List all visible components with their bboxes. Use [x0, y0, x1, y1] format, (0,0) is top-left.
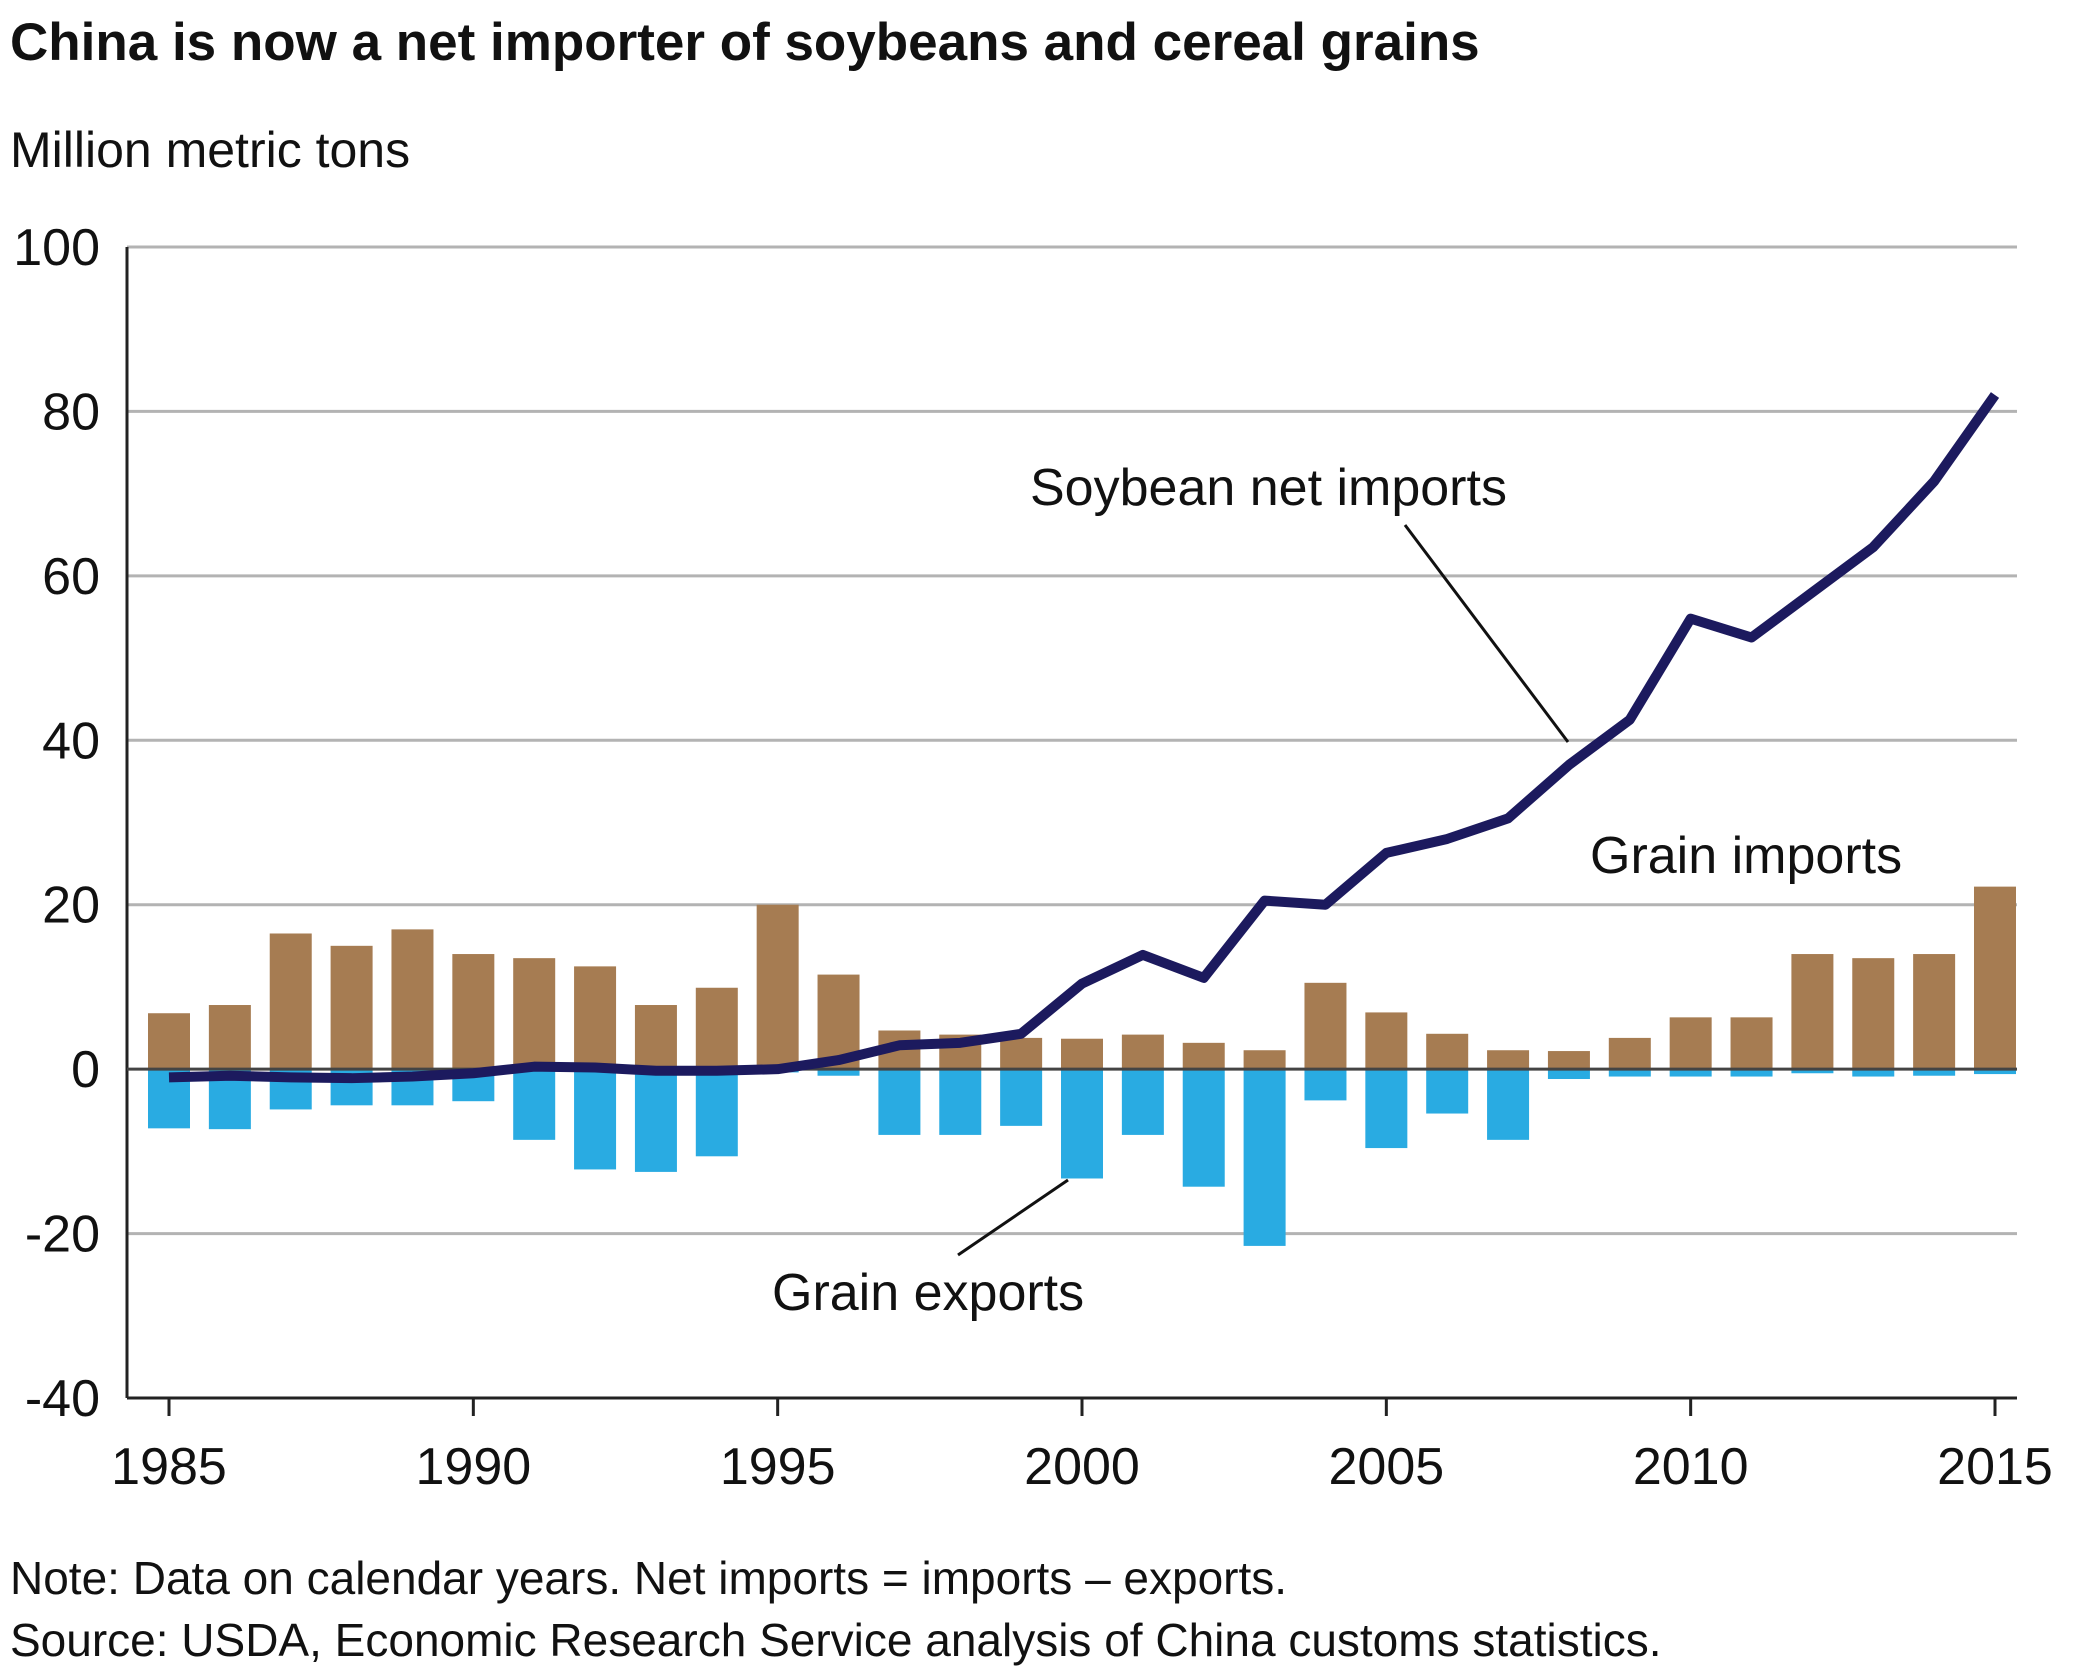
x-tick-label: 2015 [1937, 1438, 2053, 1496]
y-tick-label: 100 [13, 219, 100, 277]
grain-imports-bar [1061, 1038, 1103, 1070]
grain-imports-bar [1913, 954, 1956, 1070]
x-tick-label: 2010 [1633, 1438, 1749, 1496]
grain-imports-bar [634, 1005, 677, 1070]
grain-imports-bar [1182, 1042, 1225, 1070]
grain-exports-bar [1487, 1069, 1530, 1140]
grain-imports-bar [1304, 982, 1347, 1070]
chart-source: Source: USDA, Economic Research Service … [10, 1614, 1662, 1666]
y-axis-unit-label: Million metric tons [10, 122, 411, 178]
grain-exports-leader-line [957, 1178, 1069, 1257]
grain-exports-bar [1426, 1069, 1469, 1114]
bars [148, 886, 2016, 1246]
grain-imports-bar [1243, 1050, 1286, 1070]
grain-exports-bar [513, 1069, 556, 1140]
grain-exports-bar [1974, 1069, 2016, 1075]
grain-exports-bar [1547, 1069, 1590, 1080]
grain-imports-bar [695, 987, 738, 1070]
grain-imports-bar [1730, 1017, 1773, 1070]
grain-imports-bar [574, 966, 617, 1070]
grain-exports-label: Grain exports [772, 1264, 1084, 1322]
grain-exports-bar [817, 1069, 860, 1076]
grain-imports-bar [756, 904, 799, 1070]
grain-exports-bar [1608, 1069, 1651, 1077]
grain-exports-bar [1791, 1069, 1834, 1074]
chart-title: China is now a net importer of soybeans … [10, 13, 1480, 72]
y-tick-label: 40 [42, 712, 100, 770]
grain-exports-bar [695, 1069, 738, 1157]
x-tick-label: 2005 [1328, 1438, 1444, 1496]
grain-exports-bar [574, 1069, 617, 1170]
grain-imports-bar [208, 1005, 251, 1070]
grain-exports-bar [1669, 1069, 1712, 1077]
x-tick-label: 1985 [111, 1438, 227, 1496]
grain-exports-bar [939, 1069, 982, 1135]
grain-imports-bar [391, 929, 434, 1070]
x-tick-label: 2000 [1024, 1438, 1140, 1496]
grain-exports-bar [1730, 1069, 1773, 1077]
grain-imports-bar [1365, 1012, 1408, 1070]
soybean-net-imports-line [168, 392, 2000, 1084]
grain-imports-bar [452, 954, 495, 1070]
grain-imports-bar [1426, 1033, 1469, 1070]
grain-imports-bar [1487, 1050, 1530, 1070]
grain-imports-bar [1608, 1037, 1651, 1070]
soybean-line-layer [168, 392, 2000, 1084]
y-tick-label: -20 [25, 1206, 100, 1264]
grain-imports-bar [148, 1013, 190, 1070]
soybean-leader-line [1403, 524, 1570, 743]
grain-exports-bar [1365, 1069, 1408, 1149]
grain-imports-bar [513, 958, 556, 1070]
grid-lines [127, 245, 2017, 1236]
grain-exports-bar [1852, 1069, 1895, 1077]
grain-imports-bar [1791, 954, 1834, 1070]
grain-exports-bar [1182, 1069, 1225, 1187]
grain-imports-bar [1547, 1051, 1590, 1070]
grain-imports-bar [1974, 886, 2016, 1070]
grain-exports-bar [1000, 1069, 1043, 1126]
soybean-net-imports-label: Soybean net imports [1030, 459, 1507, 517]
y-tick-label: 0 [71, 1041, 100, 1099]
x-tick-label: 1995 [720, 1438, 836, 1496]
grain-exports-bar [1061, 1069, 1103, 1179]
grain-imports-bar [1121, 1034, 1164, 1070]
chart-note: Note: Data on calendar years. Net import… [10, 1552, 1288, 1604]
grain-imports-bar [330, 945, 373, 1070]
grain-imports-label: Grain imports [1590, 827, 1902, 885]
grain-exports-bar [1304, 1069, 1347, 1101]
grain-imports-bar [1000, 1037, 1043, 1070]
x-tick-label: 1990 [415, 1438, 531, 1496]
y-tick-label: 60 [42, 548, 100, 606]
y-tick-label: -40 [25, 1370, 100, 1428]
grain-imports-bar [269, 933, 312, 1070]
grain-imports-bar [1669, 1017, 1712, 1070]
y-tick-label: 20 [42, 877, 100, 935]
grain-exports-bar [878, 1069, 921, 1135]
grain-exports-bar [1913, 1069, 1956, 1076]
y-tick-label: 80 [42, 383, 100, 441]
grain-exports-bar [1243, 1069, 1286, 1246]
grain-imports-bar [1852, 958, 1895, 1070]
grain-exports-bar [1121, 1069, 1164, 1135]
grain-exports-bar [634, 1069, 677, 1172]
annotation-labels: Soybean net imports Grain imports Grain ex… [772, 459, 1902, 1322]
